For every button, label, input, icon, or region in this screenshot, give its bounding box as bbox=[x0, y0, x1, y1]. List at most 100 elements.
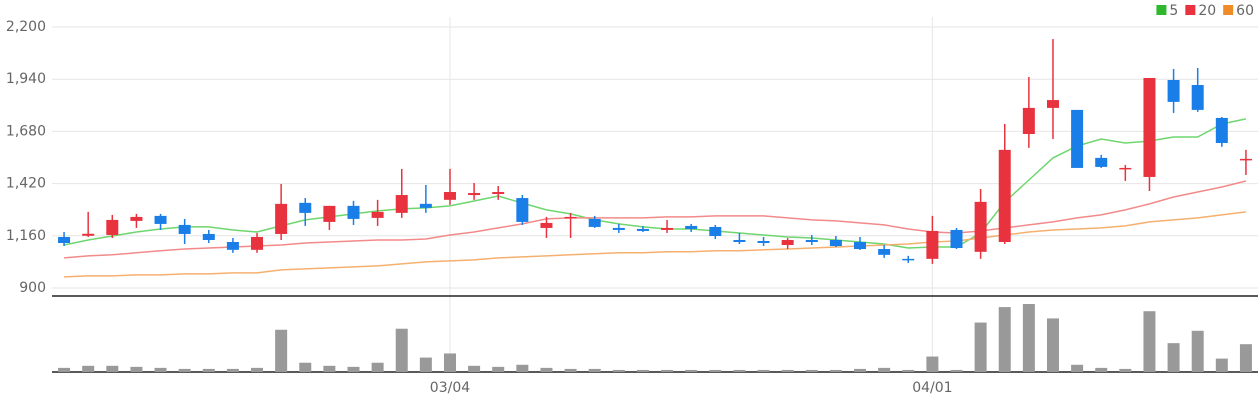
volume-bar bbox=[854, 368, 867, 372]
volume-bar bbox=[1046, 318, 1059, 372]
volume-bar bbox=[950, 369, 963, 372]
volume-bar bbox=[1071, 364, 1084, 372]
candle-body bbox=[202, 233, 215, 240]
volume-bar bbox=[395, 328, 408, 372]
candle-body bbox=[588, 218, 601, 227]
volume-bar bbox=[275, 329, 288, 372]
volume-bar bbox=[516, 364, 529, 372]
y-tick-label: 1,680 bbox=[6, 123, 46, 139]
volume-bar bbox=[757, 369, 770, 372]
candle-body bbox=[347, 205, 360, 219]
candle-body bbox=[709, 226, 722, 236]
candle-body bbox=[540, 222, 553, 228]
volume-bar bbox=[1143, 311, 1156, 372]
candle-body bbox=[371, 211, 384, 218]
y-tick-label: 900 bbox=[19, 280, 46, 296]
y-tick-label: 2,200 bbox=[6, 19, 46, 35]
candle-body bbox=[1095, 157, 1108, 167]
volume-bar bbox=[1119, 368, 1132, 372]
volume-bar bbox=[781, 369, 794, 372]
candle-body bbox=[685, 225, 698, 229]
candle-body bbox=[275, 203, 288, 234]
volume-bar bbox=[998, 307, 1011, 372]
candle-body bbox=[1022, 107, 1035, 134]
y-tick-label: 1,940 bbox=[6, 71, 46, 87]
volume-bar bbox=[805, 369, 818, 372]
volume-bar bbox=[902, 369, 915, 372]
x-tick-label: 04/01 bbox=[912, 380, 952, 396]
candle-body bbox=[492, 192, 505, 195]
candle-body bbox=[299, 202, 312, 213]
legend-swatch bbox=[1185, 5, 1196, 15]
legend-label: 20 bbox=[1198, 3, 1216, 19]
volume-bar bbox=[371, 362, 384, 372]
candle-body bbox=[1167, 79, 1180, 102]
candle-body bbox=[1191, 85, 1204, 110]
candle-body bbox=[106, 219, 119, 235]
candle-body bbox=[82, 233, 95, 236]
candle-body bbox=[902, 258, 915, 261]
volume-bar bbox=[540, 367, 553, 372]
candle-body bbox=[950, 229, 963, 249]
volume-bar bbox=[468, 365, 481, 372]
candle-body bbox=[323, 205, 336, 222]
ma-line bbox=[63, 118, 1247, 249]
volume-bar bbox=[1215, 358, 1228, 372]
candle-body bbox=[974, 201, 987, 252]
y-tick-label: 1,420 bbox=[6, 176, 46, 192]
volume-bar bbox=[251, 367, 264, 372]
legend-label: 60 bbox=[1236, 3, 1254, 19]
volume-bar bbox=[636, 369, 649, 372]
candle-body bbox=[226, 241, 239, 250]
candle-body bbox=[661, 227, 674, 230]
volume-bar bbox=[661, 369, 674, 372]
candle-body bbox=[1239, 158, 1252, 161]
ma-line bbox=[64, 180, 1247, 259]
volume-bar bbox=[1095, 367, 1108, 372]
volume-bar bbox=[878, 367, 891, 372]
candle-body bbox=[419, 203, 432, 208]
candle-body bbox=[178, 224, 191, 234]
volume-bar bbox=[419, 357, 432, 372]
ma-line bbox=[64, 211, 1246, 278]
volume-bar bbox=[974, 322, 987, 372]
volume-bar bbox=[323, 365, 336, 372]
volume-bar bbox=[685, 369, 698, 372]
candle-body bbox=[395, 195, 408, 213]
volume-bar bbox=[733, 369, 746, 372]
candle-body bbox=[805, 239, 818, 242]
volume-bar bbox=[492, 366, 505, 372]
volume-bar bbox=[926, 356, 939, 372]
candle-body bbox=[757, 240, 770, 244]
candle-body bbox=[564, 216, 577, 219]
legend-swatch bbox=[1156, 5, 1167, 15]
volume-bar bbox=[443, 353, 456, 372]
volume-bar bbox=[1022, 304, 1035, 372]
candle-body bbox=[468, 193, 481, 196]
volume-bar bbox=[1191, 330, 1204, 372]
candle-body bbox=[1143, 77, 1156, 177]
x-tick-label: 03/04 bbox=[430, 380, 470, 396]
candle-body bbox=[926, 230, 939, 259]
candle-body bbox=[636, 228, 649, 231]
candle-body bbox=[1119, 167, 1132, 170]
legend-swatch bbox=[1223, 5, 1234, 15]
volume-bar bbox=[130, 366, 143, 372]
volume-bar bbox=[106, 365, 119, 372]
candle-body bbox=[829, 239, 842, 247]
legend-label: 5 bbox=[1169, 3, 1178, 19]
candle-body bbox=[154, 215, 167, 224]
candle-body bbox=[612, 227, 625, 230]
volume-bar bbox=[178, 368, 191, 372]
candle-body bbox=[443, 192, 456, 200]
candle-body bbox=[998, 149, 1011, 242]
volume-bar bbox=[347, 366, 360, 372]
candle-body bbox=[878, 249, 891, 255]
volume-bar bbox=[58, 367, 71, 372]
candle-body bbox=[1215, 117, 1228, 144]
y-tick-label: 1,160 bbox=[6, 228, 46, 244]
volume-bar bbox=[154, 367, 167, 372]
candle-body bbox=[516, 198, 529, 222]
volume-bar bbox=[299, 362, 312, 372]
volume-bar bbox=[588, 368, 601, 372]
